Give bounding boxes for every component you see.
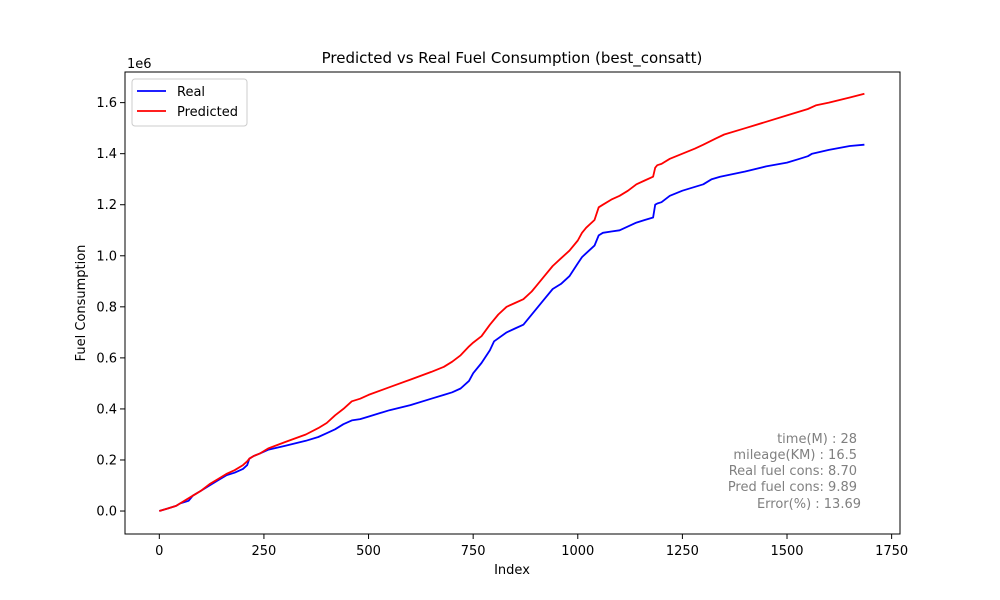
y-tick-label: 0.2 bbox=[96, 453, 117, 468]
y-tick-label: 0.8 bbox=[96, 300, 117, 315]
x-tick-label: 750 bbox=[461, 544, 486, 559]
x-axis-label: Index bbox=[494, 563, 530, 578]
legend-label-predicted: Predicted bbox=[177, 105, 238, 120]
x-tick-label: 1750 bbox=[875, 544, 908, 559]
y-axis-label: Fuel Consumption bbox=[74, 245, 89, 362]
x-tick-label: 0 bbox=[155, 544, 163, 559]
y-tick-label: 0.4 bbox=[96, 402, 117, 417]
x-tick-label: 250 bbox=[252, 544, 277, 559]
y-tick-label: 1.0 bbox=[96, 249, 117, 264]
annotation-time: time(M) : 28 bbox=[777, 432, 857, 447]
x-tick-label: 1250 bbox=[666, 544, 699, 559]
chart-title: Predicted vs Real Fuel Consumption (best… bbox=[322, 49, 703, 68]
annotation-mileage: mileage(KM) : 16.5 bbox=[733, 448, 857, 463]
x-axis: 0 250 500 750 1000 1250 1500 1750 bbox=[155, 534, 908, 559]
y-tick-label: 0.6 bbox=[96, 351, 117, 366]
plot-area bbox=[124, 71, 901, 535]
legend: Real Predicted bbox=[131, 78, 248, 127]
series-line-predicted bbox=[159, 92, 865, 512]
y-tick-label: 1.6 bbox=[96, 96, 117, 111]
y-tick-label: 1.4 bbox=[96, 147, 117, 162]
annotation-pred-fuel: Pred fuel cons: 9.89 bbox=[728, 480, 857, 495]
annotation-error: Error(%) : 13.69 bbox=[757, 497, 861, 512]
series-lines bbox=[159, 92, 865, 512]
y-axis: 0.0 0.2 0.4 0.6 0.8 1.0 1.2 1.4 1.6 bbox=[96, 96, 125, 520]
x-tick-label: 1500 bbox=[770, 544, 803, 559]
y-tick-label: 0.0 bbox=[96, 505, 117, 520]
x-tick-label: 500 bbox=[356, 544, 381, 559]
y-tick-label: 1.2 bbox=[96, 198, 117, 213]
y-offset-label: 1e6 bbox=[127, 57, 152, 72]
series-line-real bbox=[159, 143, 865, 512]
annotation-real-fuel: Real fuel cons: 8.70 bbox=[729, 464, 857, 479]
x-tick-label: 1000 bbox=[561, 544, 594, 559]
stats-annotation: time(M) : 28 mileage(KM) : 16.5 Real fue… bbox=[728, 432, 861, 512]
legend-label-real: Real bbox=[177, 85, 205, 100]
